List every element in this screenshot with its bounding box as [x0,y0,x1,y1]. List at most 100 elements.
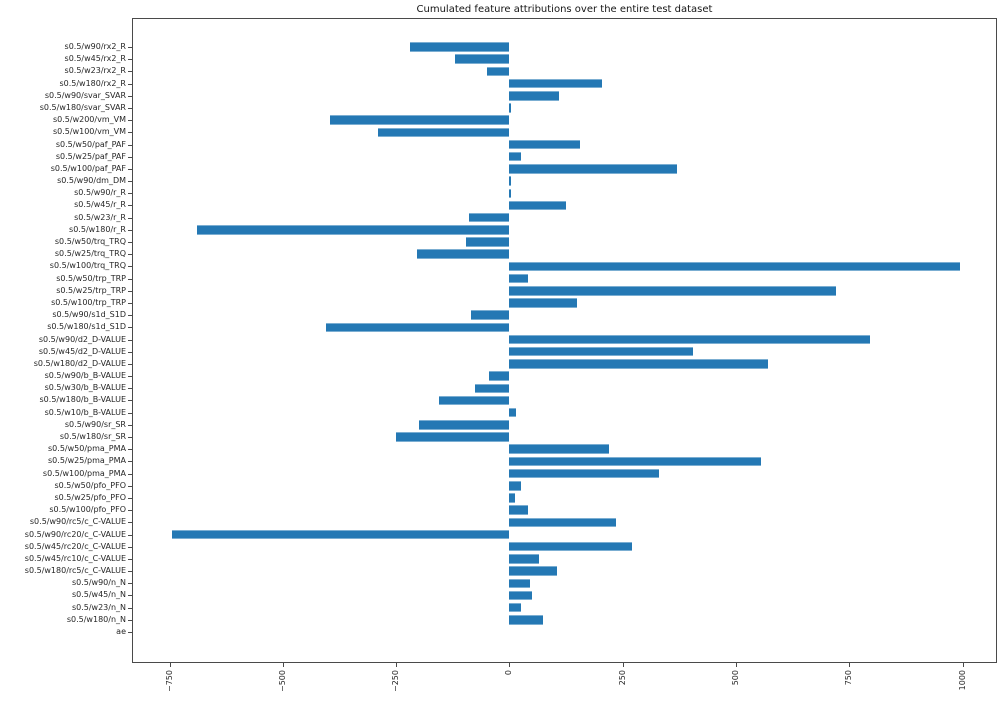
y-tick-mark [128,351,132,353]
bar [509,346,693,357]
bar [468,212,510,223]
y-tick-label: s0.5/w180/r_R [69,224,126,234]
bar [509,273,528,284]
y-tick-label: s0.5/w200/vm_VM [53,115,126,125]
bar [509,407,517,418]
x-tick-label: 750 [844,670,854,686]
y-tick-mark [128,461,132,463]
y-tick-mark [128,278,132,280]
bar [396,432,510,442]
y-tick-mark [128,59,132,61]
bar [455,54,510,64]
y-tick-mark [128,47,132,48]
y-tick-label: s0.5/w180/b_B-VALUE [39,395,126,405]
bar [509,286,836,296]
y-tick-label: s0.5/w25/trq_TRQ [54,249,126,259]
x-tick-mark [736,663,737,667]
y-tick-label: s0.5/w50/pfo_PFO [54,480,126,490]
y-tick-label: s0.5/w45/n_N [71,590,126,600]
y-tick-mark [128,242,132,243]
y-tick-mark [128,181,132,183]
y-tick-mark [128,95,132,97]
bar [509,493,516,503]
y-tick-label: s0.5/w25/pma_PMA [48,456,126,466]
y-tick-mark [128,107,132,109]
y-tick-label: s0.5/w23/r_R [74,212,126,222]
x-tick-mark [962,663,964,667]
y-tick-label: ae [116,627,126,636]
y-tick-label: s0.5/w90/s1d_S1D [52,310,126,320]
y-tick-label: s0.5/w45/r_R [74,200,126,210]
bar [509,261,961,272]
y-tick-label: s0.5/w180/s1d_S1D [47,322,126,332]
bar [509,200,567,211]
y-tick-label: s0.5/w100/trp_TRP [51,297,126,307]
y-tick-mark [128,363,132,365]
y-tick-mark [128,132,132,134]
y-tick-label: s0.5/w100/pfo_PFO [49,505,126,515]
bar [509,91,560,101]
y-tick-mark [128,254,132,256]
bar [475,383,510,393]
y-tick-mark [128,376,132,378]
bar [509,468,659,479]
y-tick-mark [128,168,132,170]
y-tick-label: s0.5/w50/trq_TRQ [54,237,126,246]
y-tick-mark [128,400,132,402]
y-tick-mark [128,558,132,560]
y-tick-mark [128,449,132,451]
bar [509,359,768,369]
bar [509,139,580,150]
bar [509,541,632,552]
y-tick-mark [128,632,132,633]
y-tick-mark [128,144,132,146]
x-tick-mark [509,663,511,667]
bar [509,615,544,625]
y-tick-mark [128,339,132,341]
bar [509,578,530,588]
bar [486,66,510,77]
y-tick-mark [128,217,132,219]
y-tick-mark [128,388,132,390]
y-tick-mark [128,315,132,317]
bar [509,517,616,528]
y-tick-label: s0.5/w90/n_N [71,578,126,588]
y-tick-mark [128,473,132,475]
y-tick-label: s0.5/w180/rx2_R [59,78,126,88]
y-tick-mark [128,485,132,487]
y-tick-mark [128,193,132,195]
y-tick-mark [128,83,132,85]
y-tick-mark [128,607,132,609]
bar [470,310,510,320]
y-tick-label: s0.5/w90/rx2_R [64,42,126,51]
bar [171,529,510,540]
y-tick-mark [128,327,132,329]
y-tick-label: s0.5/w50/paf_PAF [55,139,126,149]
bar [509,188,512,198]
bar [330,115,510,125]
y-tick-label: s0.5/w45/rc10/c_C-VALUE [24,553,126,563]
y-tick-label: s0.5/w90/rc5/c_C-VALUE [29,517,126,527]
y-tick-label: s0.5/w90/svar_SVAR [44,90,126,100]
bar [509,456,761,467]
y-tick-label: s0.5/w100/pma_PMA [42,468,126,478]
y-tick-label: s0.5/w100/trq_TRQ [49,261,126,271]
y-tick-label: s0.5/w90/r_R [74,188,126,198]
bar [509,505,528,515]
y-tick-mark [128,424,132,426]
x-tick-mark [396,663,398,667]
bar [509,164,678,174]
bar [418,420,510,430]
bar [325,322,510,333]
y-tick-label: s0.5/w180/d2_D-VALUE [33,358,126,368]
y-tick-mark [128,266,132,268]
y-tick-label: s0.5/w45/d2_D-VALUE [38,346,126,356]
y-tick-label: s0.5/w10/b_B-VALUE [44,407,126,417]
bar [416,249,510,259]
x-tick-mark [622,663,624,667]
x-tick-mark [282,663,284,667]
bar [509,176,512,186]
bar [509,554,539,564]
bar [509,481,521,491]
y-tick-label: s0.5/w23/n_N [71,602,126,612]
